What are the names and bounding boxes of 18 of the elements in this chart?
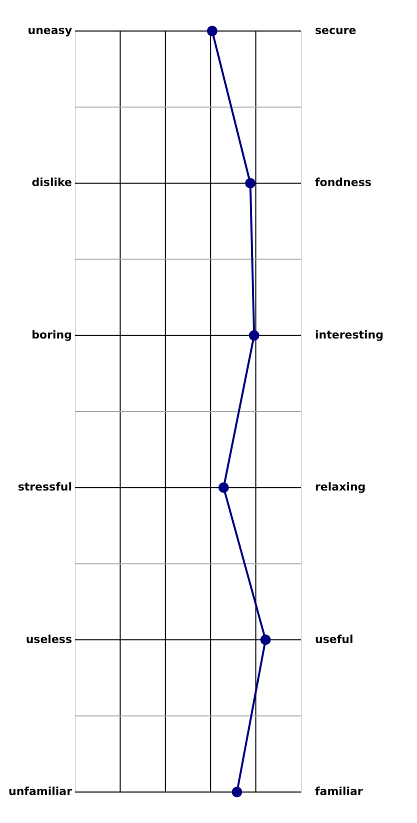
y2-tick-label: relaxing xyxy=(315,480,366,494)
y-tick-label: unfamiliar xyxy=(8,785,73,798)
point xyxy=(260,634,271,646)
y-tick-label: boring xyxy=(32,328,72,342)
point xyxy=(218,482,229,493)
y2-tick-label: fondness xyxy=(315,176,372,190)
y-tick-label: useless xyxy=(26,632,72,646)
y-tick-label: dislike xyxy=(32,176,72,190)
y-tick-label: stressful xyxy=(18,480,72,494)
point xyxy=(206,26,218,36)
point xyxy=(232,786,242,798)
y2-tick-label: familiar xyxy=(315,785,364,798)
y2-tick-label: interesting xyxy=(315,328,384,342)
y-tick-label: uneasy xyxy=(28,24,72,37)
y2-tick-label: useful xyxy=(315,632,354,646)
point xyxy=(248,330,260,341)
point xyxy=(245,178,256,188)
y2-tick-label: secure xyxy=(315,24,356,37)
